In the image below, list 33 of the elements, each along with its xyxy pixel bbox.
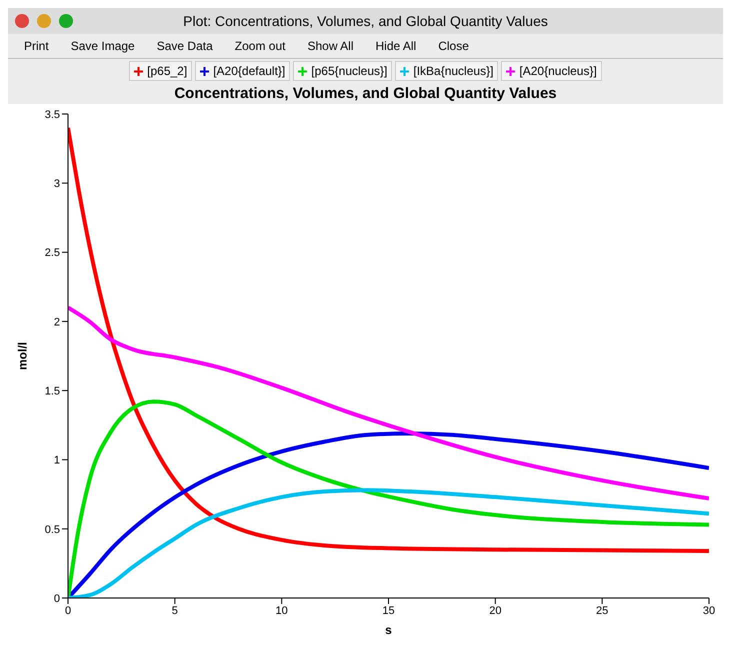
- x-tick-label: 5: [172, 604, 178, 617]
- y-tick-label: 2: [54, 316, 60, 328]
- y-tick-label: 2.5: [44, 247, 60, 260]
- x-tick-label: 15: [382, 604, 395, 617]
- y-tick-label: 3.5: [44, 108, 60, 121]
- legend-label: [p65{nucleus}]: [311, 64, 388, 78]
- x-tick-label: 10: [276, 604, 288, 617]
- x-tick-label: 30: [702, 604, 716, 617]
- text: Save Image: [70, 39, 135, 53]
- x-axis-title: s: [385, 623, 392, 637]
- text: Print: [24, 39, 49, 53]
- line-series: [68, 126, 709, 553]
- text: Show All: [307, 39, 354, 53]
- line-series: [68, 306, 709, 500]
- y-axis-title: mol/l: [15, 342, 30, 370]
- chart-title: Concentrations, Volumes, and Global Quantity Values: [173, 84, 558, 104]
- y-tick-label: 0.5: [44, 524, 60, 536]
- legend-label: [p65_2]: [147, 64, 188, 78]
- y-tick-label: 0: [54, 592, 60, 605]
- text: Zoom out: [234, 39, 286, 53]
- y-tick-label: 1.5: [44, 385, 60, 398]
- text: Hide All: [376, 39, 416, 53]
- y-tick-label: 1: [54, 454, 60, 467]
- legend-label: [A20{default}]: [213, 64, 286, 78]
- text: Plot: Concentrations, Volumes, and Global Quantity Values: [183, 13, 548, 29]
- y-tick-label: 3: [54, 178, 60, 190]
- x-tick-label: 20: [489, 604, 502, 617]
- x-tick-label: 0: [64, 604, 72, 617]
- text: Save Data: [156, 39, 213, 53]
- legend-label: [A20{nucleus}]: [519, 64, 597, 78]
- legend-label: [IkBa{nucleus}]: [413, 64, 494, 78]
- text: Close: [438, 39, 469, 53]
- x-tick-label: 25: [596, 604, 608, 617]
